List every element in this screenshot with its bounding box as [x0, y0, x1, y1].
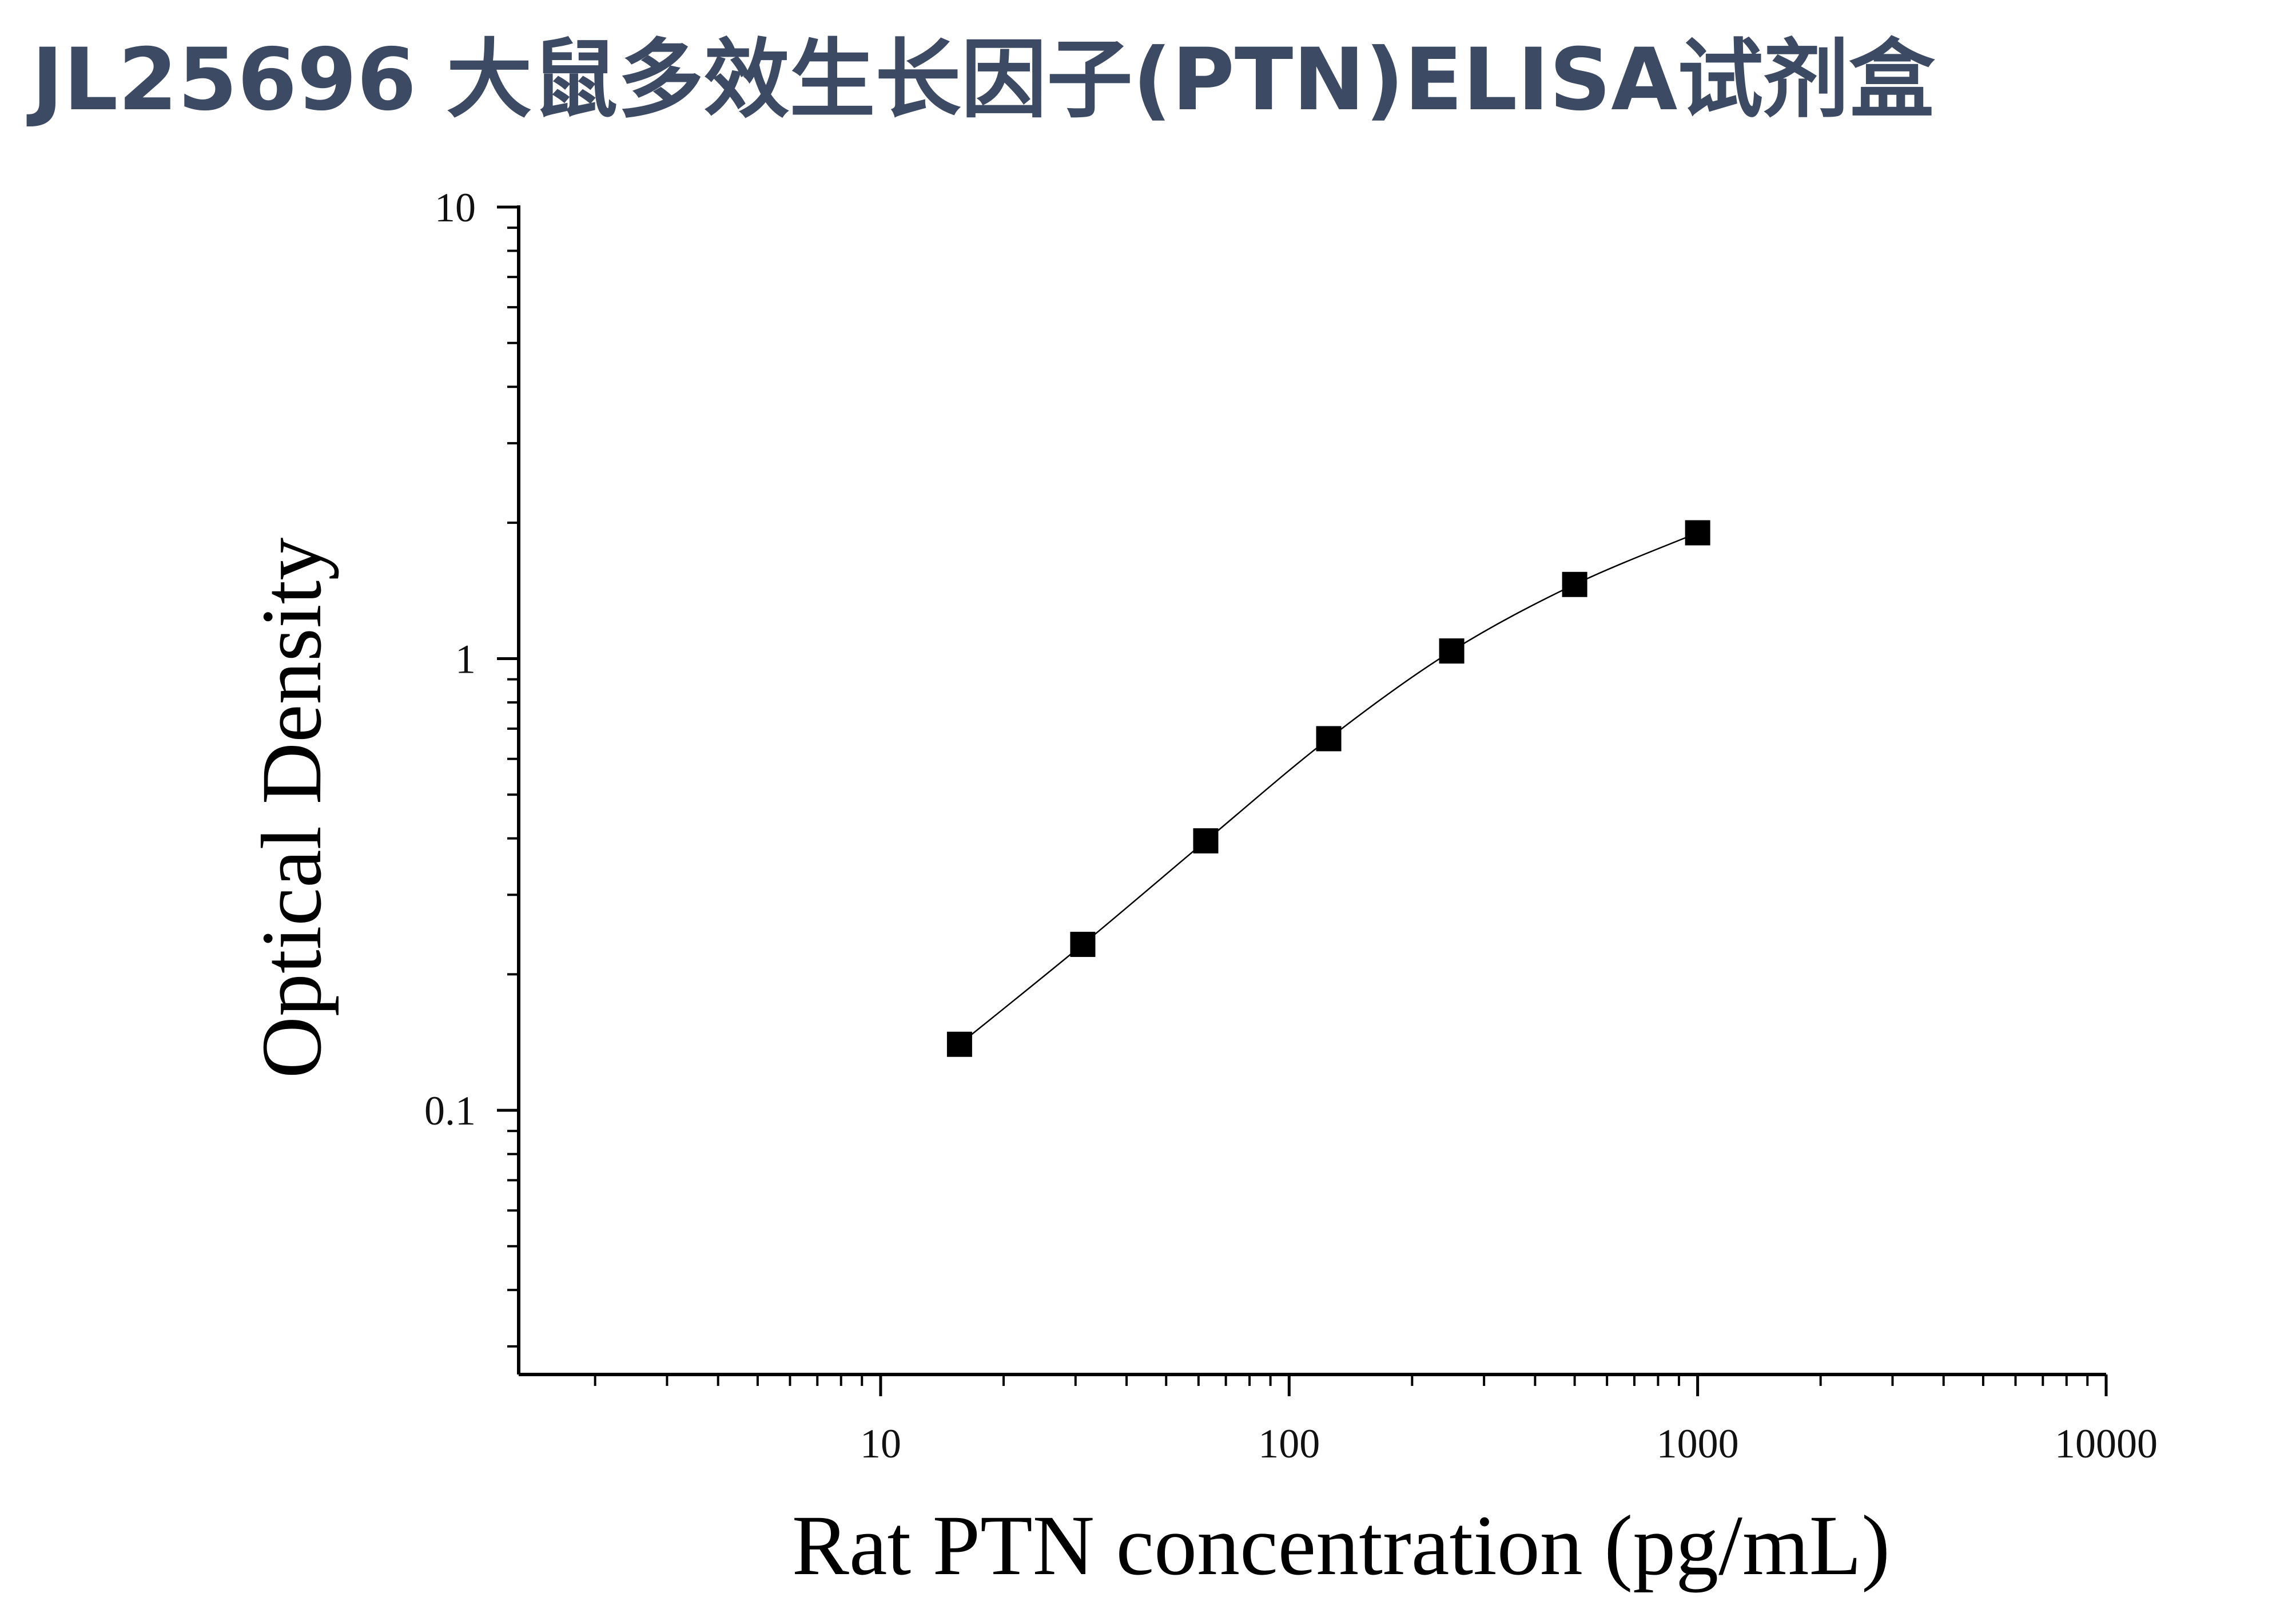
data-point-7: [1685, 520, 1710, 546]
page-title: JL25696 大鼠多效生长因子(PTN)ELISA试剂盒: [31, 30, 1935, 130]
data-points: [946, 520, 1710, 1057]
data-point-1: [946, 1031, 972, 1057]
y-tick-label: 10: [435, 185, 476, 231]
x-tick-label: 1000: [1657, 1421, 1739, 1467]
x-tick-label: 10: [860, 1421, 901, 1467]
data-point-2: [1070, 932, 1096, 958]
x-tick-label: 10000: [2055, 1421, 2158, 1467]
y-tick-label: 0.1: [424, 1088, 476, 1134]
fit-curve: [959, 532, 1698, 1045]
data-point-4: [1316, 726, 1342, 752]
tick-labels: 10 100 1000 10000 0.1 1 10: [424, 185, 2158, 1467]
data-point-6: [1562, 571, 1587, 597]
minor-ticks: [507, 227, 2089, 1386]
major-ticks: [497, 205, 2108, 1396]
x-axis-title: Rat PTN concentration (pg/mL): [792, 1498, 1890, 1593]
x-tick-label: 100: [1258, 1421, 1320, 1467]
y-axis-title: Optical Density: [244, 538, 339, 1079]
data-point-5: [1439, 638, 1465, 664]
chart-axes: [517, 205, 2106, 1376]
data-point-3: [1193, 828, 1219, 854]
y-tick-label: 1: [455, 637, 476, 682]
